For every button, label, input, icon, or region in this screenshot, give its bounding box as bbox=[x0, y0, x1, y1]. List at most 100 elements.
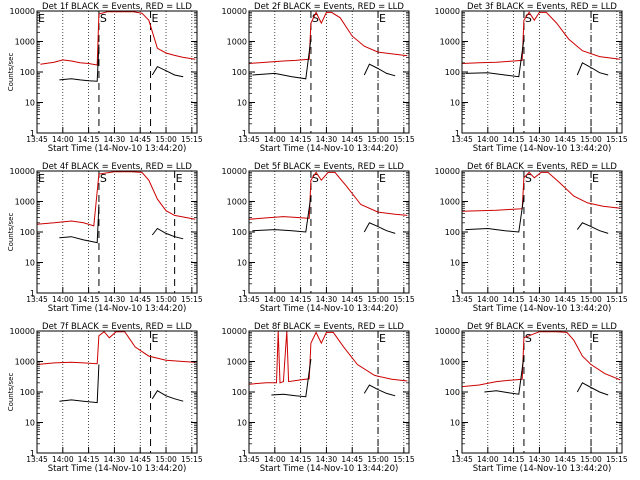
x-tick-label: 14:30 bbox=[316, 455, 338, 464]
x-axis-label: Start Time (14-Nov-10 13:44:20) bbox=[473, 144, 612, 154]
x-tick-label: 15:15 bbox=[393, 455, 415, 464]
x-tick-label: 15:00 bbox=[367, 295, 389, 304]
y-tick-label: 1 bbox=[455, 289, 460, 298]
x-tick-label: 13:45 bbox=[26, 455, 48, 464]
x-tick-label: 15:15 bbox=[181, 455, 203, 464]
x-tick-label: 14:15 bbox=[290, 455, 312, 464]
y-tick-label: 10000 bbox=[10, 327, 35, 336]
x-axis-label: Start Time (14-Nov-10 13:44:20) bbox=[473, 304, 612, 314]
series-events-line bbox=[151, 390, 184, 402]
x-tick-label: 15:00 bbox=[155, 135, 177, 144]
panel-title: Det 5f BLACK = Events, RED = LLD bbox=[254, 162, 404, 172]
y-tick-label: 1000 bbox=[227, 358, 247, 367]
series-lld-line bbox=[462, 331, 621, 388]
panel-det-8: E 1 10 100 1000 10000 13:45 14:00 14:15 14:30 14:4… bbox=[222, 322, 415, 474]
y-axis-label: Counts/sec bbox=[7, 213, 15, 252]
y-tick-label: 10000 bbox=[222, 167, 247, 176]
panel-title: Det 6f BLACK = Events, RED = LLD bbox=[467, 162, 617, 172]
x-tick-label: 14:45 bbox=[129, 455, 151, 464]
x-tick-label: 14:15 bbox=[503, 295, 525, 304]
y-tick-label: 1000 bbox=[227, 198, 247, 207]
series-lld-line bbox=[462, 171, 621, 212]
plot-frame bbox=[248, 170, 410, 294]
y-tick-label: 10 bbox=[450, 259, 460, 268]
marker-label: E bbox=[38, 12, 45, 25]
y-tick-label: 100 bbox=[20, 228, 35, 237]
y-tick-label: 1 bbox=[242, 289, 247, 298]
x-tick-label: 14:00 bbox=[52, 135, 74, 144]
x-tick-label: 15:15 bbox=[393, 295, 415, 304]
x-tick-label: 13:45 bbox=[26, 135, 48, 144]
y-tick-label: 1 bbox=[455, 129, 460, 138]
series-events-line bbox=[59, 364, 100, 404]
series-events-line bbox=[59, 44, 100, 82]
series-events-line bbox=[151, 65, 184, 78]
x-tick-label: 13:45 bbox=[238, 455, 260, 464]
y-tick-label: 1000 bbox=[440, 358, 460, 367]
x-tick-label: 14:00 bbox=[264, 135, 286, 144]
x-tick-label: 14:15 bbox=[290, 295, 312, 304]
y-tick-label: 10000 bbox=[222, 327, 247, 336]
y-tick-label: 1 bbox=[30, 289, 35, 298]
x-tick-label: 15:00 bbox=[367, 135, 389, 144]
y-tick-label: 1 bbox=[30, 129, 35, 138]
x-tick-label: 13:45 bbox=[451, 295, 473, 304]
series-events-line bbox=[484, 356, 525, 395]
y-tick-label: 100 bbox=[232, 388, 247, 397]
y-tick-label: 10 bbox=[237, 419, 247, 428]
panel-title: Det 8f BLACK = Events, RED = LLD bbox=[254, 322, 404, 332]
series-events-line bbox=[271, 359, 312, 398]
marker-label: E bbox=[176, 172, 183, 185]
x-tick-label: 14:45 bbox=[341, 295, 363, 304]
panel-det-3: S E 1 10 100 1000 10000 13:45 14:00 14:15 14:30 14:… bbox=[435, 2, 628, 154]
y-tick-label: 100 bbox=[232, 228, 247, 237]
y-tick-label: 100 bbox=[20, 68, 35, 77]
x-tick-label: 14:15 bbox=[78, 135, 100, 144]
series-lld-line bbox=[37, 171, 196, 227]
x-tick-label: 14:30 bbox=[529, 455, 551, 464]
y-tick-label: 100 bbox=[232, 68, 247, 77]
y-tick-label: 10 bbox=[237, 99, 247, 108]
marker-label: E bbox=[38, 172, 45, 185]
x-tick-label: 15:00 bbox=[155, 295, 177, 304]
x-tick-label: 14:45 bbox=[341, 135, 363, 144]
x-tick-label: 14:15 bbox=[78, 455, 100, 464]
panel-det-4: E S E 1 10 100 1000 10000 13:45 14:00 14:15 14:30 14… bbox=[7, 162, 203, 314]
x-tick-label: 15:00 bbox=[580, 135, 602, 144]
marker-label: S bbox=[100, 12, 107, 25]
plot-frame bbox=[36, 330, 198, 454]
x-tick-label: 14:45 bbox=[554, 455, 576, 464]
panel-title: Det 1f BLACK = Events, RED = LLD bbox=[42, 2, 192, 12]
plot-frame bbox=[248, 330, 410, 454]
x-tick-label: 15:00 bbox=[367, 455, 389, 464]
x-tick-label: 14:45 bbox=[129, 135, 151, 144]
plot-frame bbox=[461, 170, 623, 294]
x-tick-label: 14:00 bbox=[477, 295, 499, 304]
x-tick-label: 15:15 bbox=[393, 135, 415, 144]
panel-det-2: S E 1 10 100 1000 10000 13:45 14:00 14:15 14:30 14:… bbox=[222, 2, 415, 154]
panel-det-9: S E 1 10 100 1000 10000 13:45 14:00 14:15 14:30 14:… bbox=[435, 322, 628, 474]
series-lld-line bbox=[37, 331, 196, 365]
y-tick-label: 10000 bbox=[222, 7, 247, 16]
x-tick-label: 14:00 bbox=[52, 455, 74, 464]
y-tick-label: 1 bbox=[455, 449, 460, 458]
series-lld-line bbox=[249, 171, 408, 220]
y-axis-label: Counts/sec bbox=[7, 373, 15, 412]
marker-label: S bbox=[525, 172, 532, 185]
panel-title: Det 7f BLACK = Events, RED = LLD bbox=[42, 322, 192, 332]
x-tick-label: 14:00 bbox=[52, 295, 74, 304]
series-events-line bbox=[576, 222, 609, 234]
y-tick-label: 10000 bbox=[435, 167, 460, 176]
panel-det-6: S E 1 10 100 1000 10000 13:45 14:00 14:15 14:30 14:… bbox=[435, 162, 628, 314]
x-axis-label: Start Time (14-Nov-10 13:44:20) bbox=[48, 464, 187, 474]
y-tick-label: 10 bbox=[25, 419, 35, 428]
x-tick-label: 15:15 bbox=[606, 135, 628, 144]
x-tick-label: 13:45 bbox=[238, 135, 260, 144]
x-tick-label: 14:15 bbox=[78, 295, 100, 304]
y-tick-label: 100 bbox=[445, 228, 460, 237]
marker-label: E bbox=[592, 332, 599, 345]
x-tick-label: 15:00 bbox=[580, 455, 602, 464]
y-tick-label: 1000 bbox=[15, 358, 35, 367]
series-events-line bbox=[363, 222, 396, 234]
